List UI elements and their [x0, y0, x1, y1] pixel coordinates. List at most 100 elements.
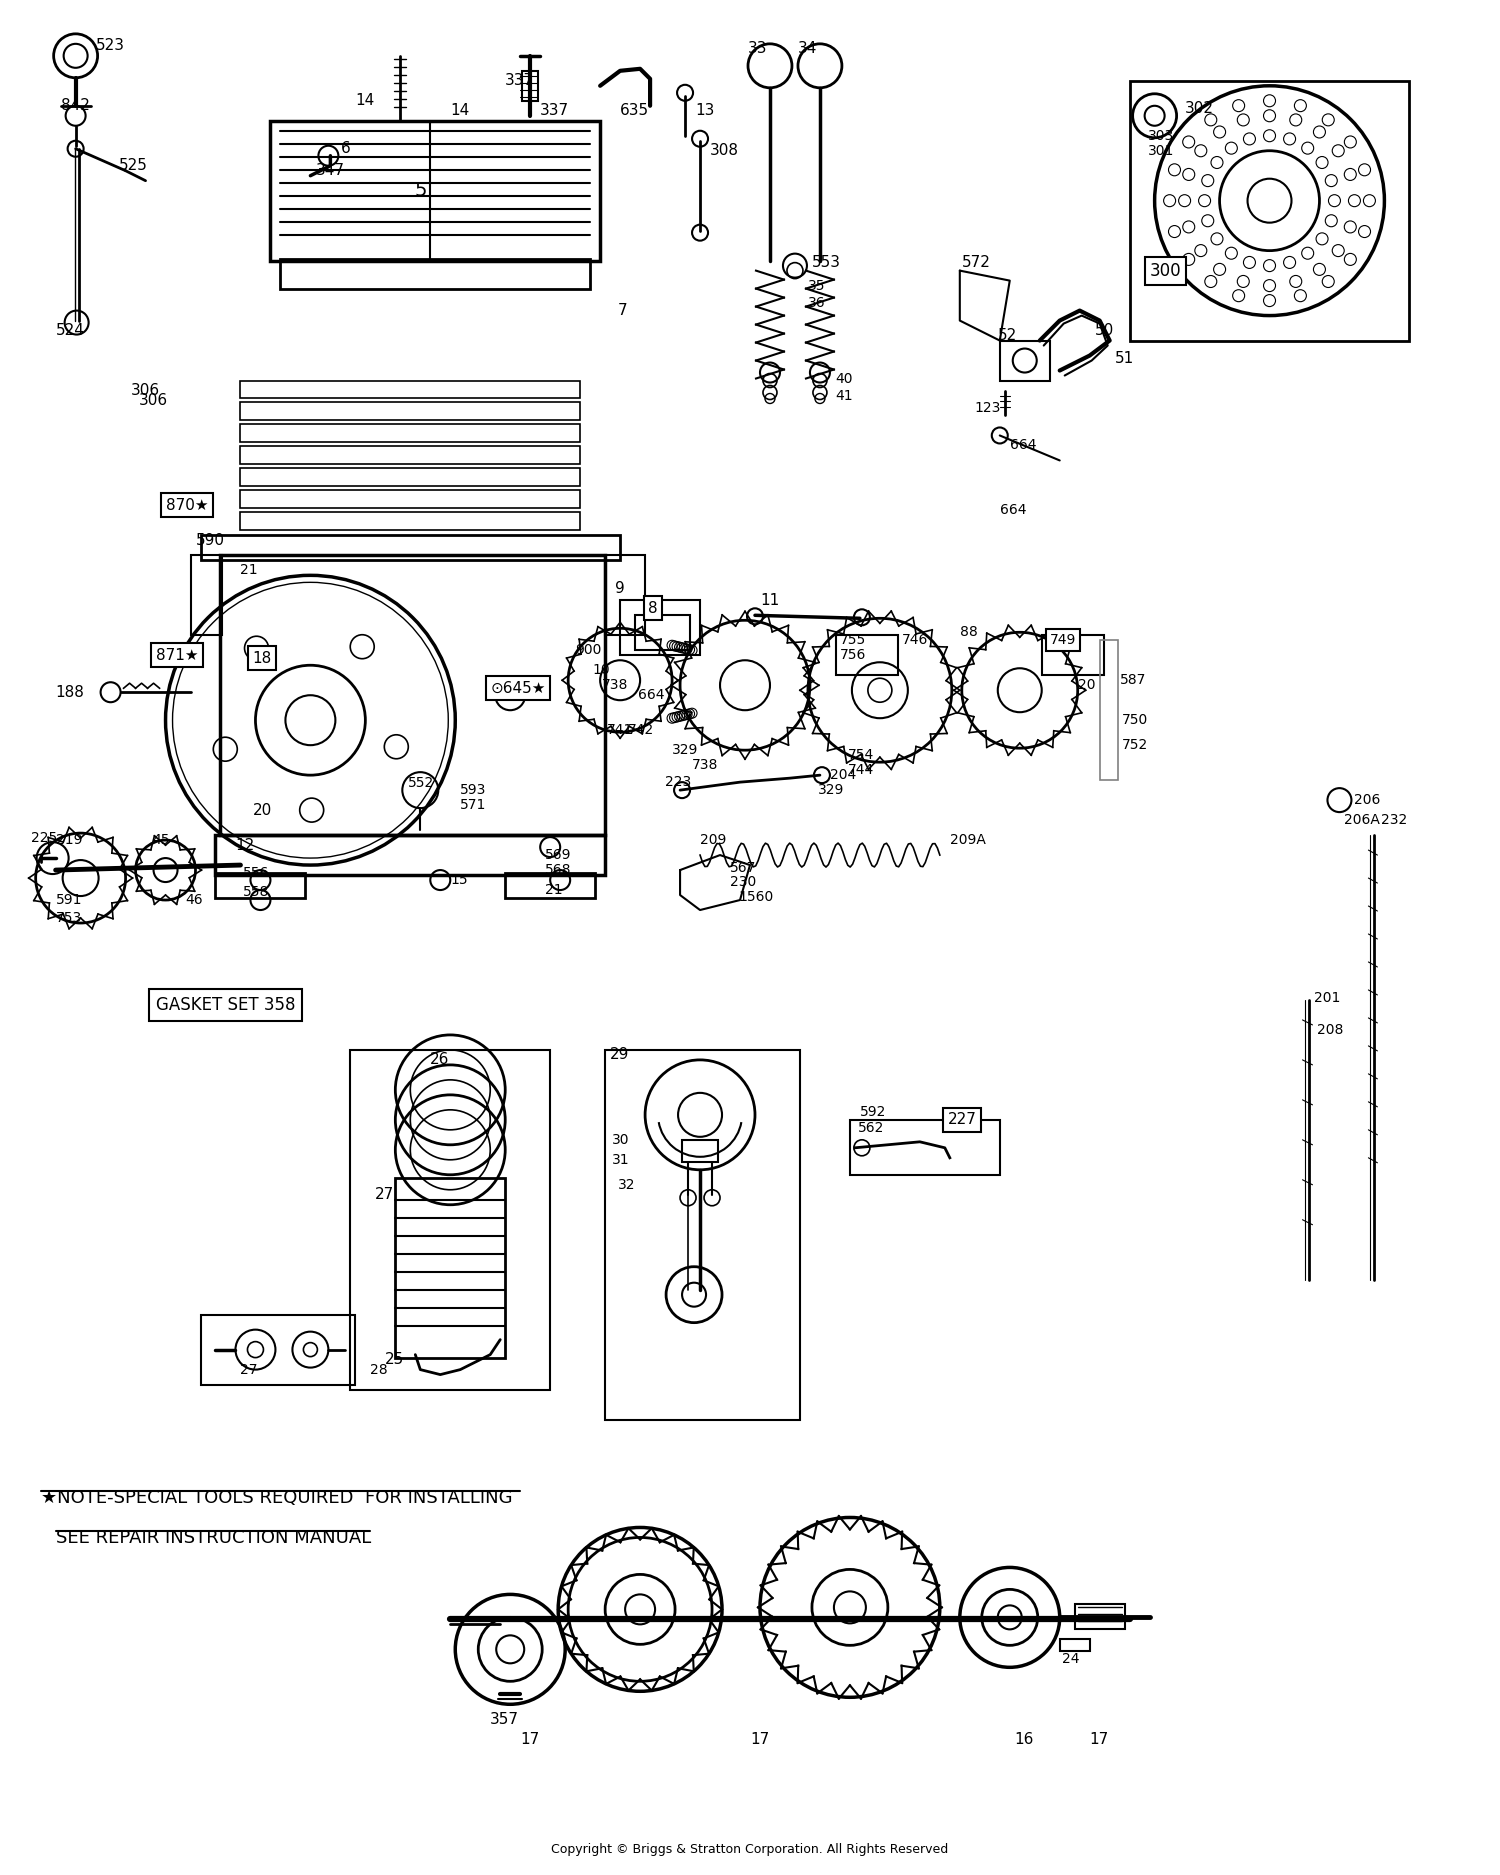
- Text: 569: 569: [544, 848, 572, 862]
- Text: 329: 329: [818, 784, 844, 797]
- Bar: [836, 636, 898, 675]
- Text: 51: 51: [1114, 351, 1134, 366]
- Text: 29: 29: [610, 1048, 630, 1063]
- Text: 30: 30: [612, 1132, 630, 1148]
- Text: 329: 329: [672, 742, 699, 758]
- Text: 201: 201: [1314, 992, 1341, 1005]
- Text: 572: 572: [962, 255, 990, 270]
- Text: 206A: 206A: [1344, 814, 1380, 827]
- Text: 7: 7: [618, 304, 627, 319]
- Text: 32: 32: [618, 1178, 636, 1192]
- Text: 337: 337: [506, 73, 534, 88]
- Text: 8: 8: [648, 600, 657, 615]
- Bar: [1074, 1605, 1125, 1629]
- Bar: [240, 446, 580, 465]
- Text: 756: 756: [840, 649, 867, 662]
- Text: 88: 88: [960, 624, 978, 639]
- Text: 308: 308: [710, 142, 740, 158]
- Text: 592: 592: [859, 1104, 886, 1119]
- Bar: [1100, 639, 1118, 780]
- Text: 5: 5: [414, 182, 426, 201]
- Text: 749: 749: [1050, 634, 1076, 647]
- Text: 741: 741: [608, 724, 633, 737]
- Text: 41: 41: [836, 388, 852, 403]
- Bar: [240, 512, 580, 531]
- Bar: [216, 834, 604, 876]
- Text: 870★: 870★: [165, 499, 209, 514]
- Text: 21: 21: [544, 883, 562, 896]
- Bar: [1130, 81, 1410, 341]
- Text: 14: 14: [356, 94, 375, 109]
- Text: 46: 46: [186, 892, 202, 908]
- Text: 27: 27: [375, 1187, 394, 1202]
- Text: 21: 21: [240, 562, 258, 578]
- Text: 18: 18: [252, 651, 272, 666]
- Text: ⊙645★: ⊙645★: [490, 681, 546, 696]
- Text: 900: 900: [574, 643, 602, 658]
- Text: 25: 25: [386, 1352, 405, 1367]
- Text: 568: 568: [544, 862, 572, 878]
- Text: 742: 742: [628, 724, 654, 737]
- Text: 232: 232: [1382, 814, 1407, 827]
- Text: 755: 755: [840, 634, 866, 647]
- Text: ★NOTE-SPECIAL TOOLS REQUIRED  FOR INSTALLING: ★NOTE-SPECIAL TOOLS REQUIRED FOR INSTALL…: [40, 1489, 512, 1508]
- Text: 552: 552: [408, 776, 435, 789]
- Text: 10: 10: [592, 664, 610, 677]
- Text: 230: 230: [730, 876, 756, 889]
- Bar: [280, 259, 590, 289]
- Text: 225: 225: [30, 831, 57, 846]
- Text: 50: 50: [1095, 322, 1114, 338]
- Text: 17: 17: [750, 1732, 770, 1748]
- Bar: [1000, 341, 1050, 381]
- Text: SEE REPAIR INSTRUCTION MANUAL: SEE REPAIR INSTRUCTION MANUAL: [56, 1530, 370, 1547]
- Text: 306: 306: [130, 382, 159, 398]
- Bar: [634, 615, 690, 651]
- Text: 591: 591: [56, 892, 82, 908]
- Text: 227: 227: [948, 1112, 976, 1127]
- Text: 223: 223: [664, 774, 692, 789]
- Bar: [240, 381, 580, 399]
- Bar: [240, 403, 580, 420]
- Text: 27: 27: [240, 1363, 258, 1376]
- Bar: [240, 424, 580, 442]
- Text: 209: 209: [700, 832, 726, 848]
- Text: 523: 523: [96, 38, 124, 52]
- Text: 36: 36: [808, 296, 825, 309]
- Text: 16: 16: [1016, 1732, 1034, 1748]
- Text: 209A: 209A: [950, 832, 986, 848]
- Bar: [220, 555, 604, 834]
- Text: 301: 301: [1148, 144, 1174, 158]
- Text: 40: 40: [836, 371, 852, 386]
- Bar: [850, 1119, 1000, 1176]
- Text: 208: 208: [1317, 1024, 1344, 1037]
- Text: 204: 204: [830, 769, 856, 782]
- Text: 26: 26: [430, 1052, 450, 1067]
- Bar: [1041, 636, 1104, 675]
- Text: 593: 593: [460, 784, 486, 797]
- Text: 17: 17: [1089, 1732, 1108, 1748]
- Text: 746: 746: [902, 634, 928, 647]
- Text: 754: 754: [847, 748, 874, 761]
- Text: 31: 31: [612, 1153, 630, 1166]
- Text: 553: 553: [812, 255, 842, 270]
- Text: 12: 12: [236, 838, 255, 853]
- Bar: [240, 469, 580, 486]
- Bar: [682, 1140, 718, 1162]
- Text: 357: 357: [490, 1712, 519, 1727]
- Bar: [270, 120, 600, 261]
- Bar: [620, 600, 701, 654]
- Text: 664: 664: [638, 688, 664, 703]
- Text: 871★: 871★: [156, 647, 198, 662]
- Text: 219: 219: [56, 832, 82, 848]
- Text: 524: 524: [56, 322, 84, 338]
- Text: 664: 664: [1010, 439, 1036, 452]
- Text: GASKET SET 358: GASKET SET 358: [156, 996, 296, 1014]
- Text: 15: 15: [450, 874, 468, 887]
- Text: 752: 752: [1122, 739, 1148, 752]
- Text: 24: 24: [1062, 1652, 1078, 1667]
- Text: 34: 34: [798, 41, 818, 56]
- Text: 567: 567: [730, 861, 756, 876]
- Text: 45: 45: [153, 832, 170, 848]
- Text: 842: 842: [60, 98, 90, 112]
- Text: 635: 635: [620, 103, 650, 118]
